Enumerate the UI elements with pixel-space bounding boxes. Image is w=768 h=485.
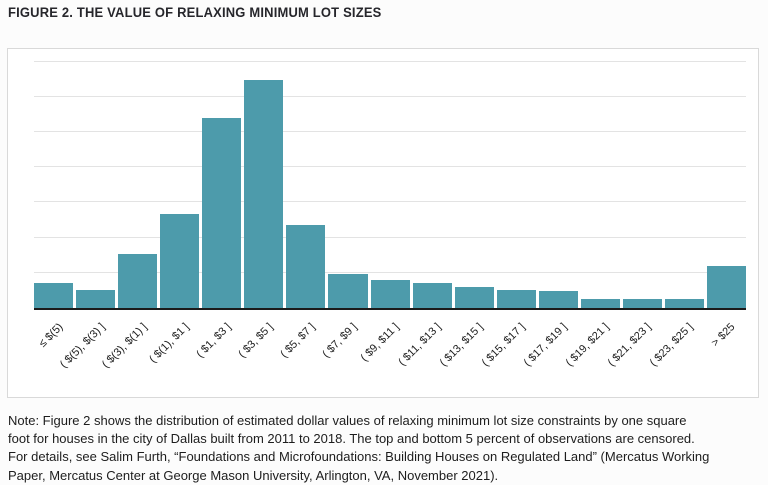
gridline	[34, 60, 746, 62]
bar-7	[286, 225, 326, 308]
bar-9	[370, 279, 410, 308]
bar-6	[244, 79, 284, 308]
gridline	[34, 201, 746, 203]
bar-8	[328, 274, 368, 308]
bar-1	[34, 283, 74, 308]
gridline	[34, 131, 746, 133]
gridline	[34, 271, 746, 273]
gridline	[34, 166, 746, 168]
gridline	[34, 236, 746, 238]
bar-15	[622, 298, 662, 308]
bar-2	[76, 290, 116, 308]
bar-17	[707, 266, 747, 308]
bar-series	[34, 49, 747, 308]
bar-11	[454, 287, 494, 308]
bar-12	[496, 290, 536, 308]
bar-3	[118, 254, 158, 308]
bar-5	[202, 117, 242, 308]
bar-16	[664, 298, 704, 308]
bar-10	[412, 283, 452, 308]
figure-note: Note: Figure 2 shows the distribution of…	[8, 413, 710, 483]
gridline	[34, 95, 746, 97]
bar-13	[538, 291, 578, 308]
bar-4	[160, 214, 200, 308]
bar-14	[580, 298, 620, 308]
chart-container: ≤ $(5)( $(5), $(3) ]( $(3), $(1) ]( $(1)…	[7, 48, 759, 398]
plot-area	[34, 49, 747, 310]
figure-title: FIGURE 2. THE VALUE OF RELAXING MINIMUM …	[8, 5, 382, 20]
